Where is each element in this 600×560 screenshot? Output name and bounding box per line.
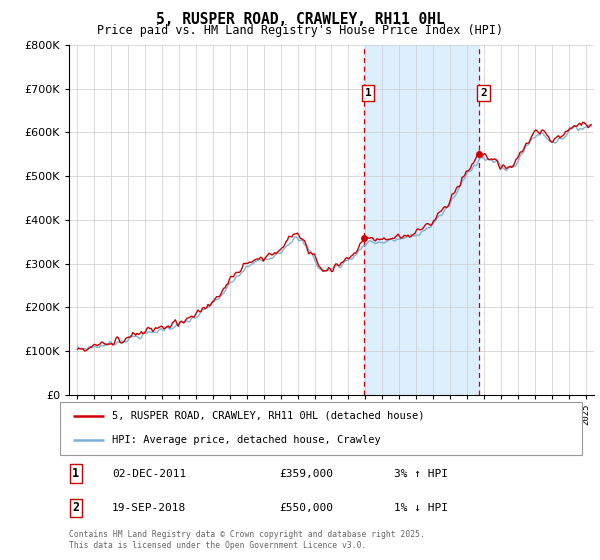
Text: 2: 2 [72, 501, 79, 515]
Text: 1: 1 [365, 88, 371, 98]
Text: 5, RUSPER ROAD, CRAWLEY, RH11 0HL: 5, RUSPER ROAD, CRAWLEY, RH11 0HL [155, 12, 445, 27]
Text: 1: 1 [72, 467, 79, 480]
Text: 02-DEC-2011: 02-DEC-2011 [112, 469, 187, 479]
Bar [364, 45, 479, 395]
Text: 3% ↑ HPI: 3% ↑ HPI [394, 469, 448, 479]
Text: 1% ↓ HPI: 1% ↓ HPI [394, 503, 448, 513]
Text: HPI: Average price, detached house, Crawley: HPI: Average price, detached house, Craw… [112, 435, 381, 445]
FancyBboxPatch shape [60, 402, 582, 455]
Text: Price paid vs. HM Land Registry's House Price Index (HPI): Price paid vs. HM Land Registry's House … [97, 24, 503, 36]
Text: Contains HM Land Registry data © Crown copyright and database right 2025.
This d: Contains HM Land Registry data © Crown c… [69, 530, 425, 550]
Text: 2: 2 [480, 88, 487, 98]
Text: 19-SEP-2018: 19-SEP-2018 [112, 503, 187, 513]
Text: £550,000: £550,000 [279, 503, 333, 513]
Text: 5, RUSPER ROAD, CRAWLEY, RH11 0HL (detached house): 5, RUSPER ROAD, CRAWLEY, RH11 0HL (detac… [112, 411, 425, 421]
Text: £359,000: £359,000 [279, 469, 333, 479]
